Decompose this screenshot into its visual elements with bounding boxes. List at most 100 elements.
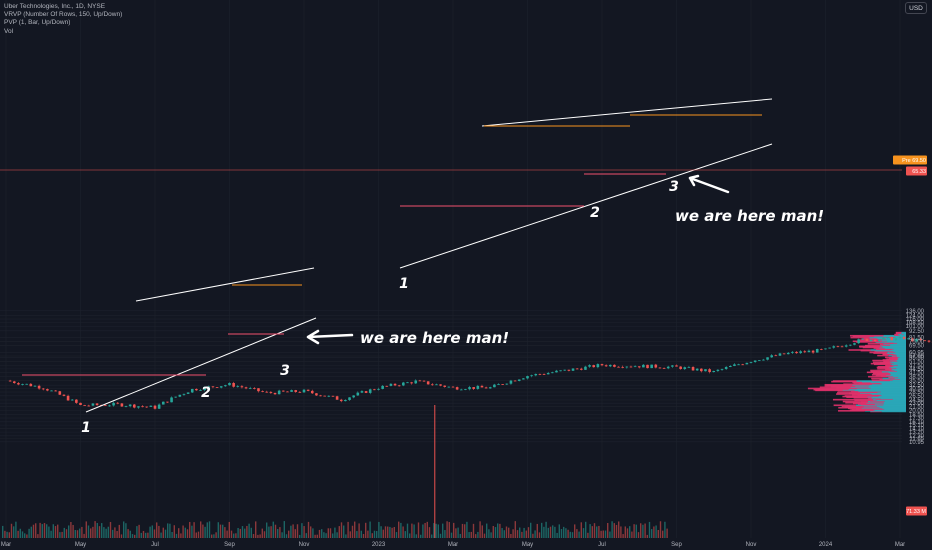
candle-body: [849, 344, 852, 346]
symbol-title[interactable]: Uber Technologies, Inc., 1D, NYSE: [4, 3, 106, 10]
volume-bar: [525, 530, 527, 538]
volume-bar: [140, 532, 142, 538]
profile-down: [852, 340, 882, 343]
candle-body: [406, 382, 409, 384]
volume-bar: [519, 527, 521, 538]
time-axis[interactable]: Mar May Jul Sep Nov 2023 Mar May Jul Sep Nov 2024 Ma…: [1, 542, 932, 548]
volume-bar: [149, 526, 151, 538]
volume-bar: [365, 522, 367, 538]
volume-bar: [582, 528, 585, 538]
volume-bar: [169, 523, 171, 538]
price-tick-label: 44.50: [909, 367, 925, 373]
volume-bar: [492, 525, 494, 538]
volume-bar: [175, 533, 178, 538]
volume-bar: [239, 528, 241, 538]
volume-bar: [607, 522, 609, 538]
candle-body: [157, 404, 161, 409]
volume-bar: [574, 524, 576, 538]
volume-bar: [615, 524, 618, 538]
volume-bar: [435, 523, 437, 538]
currency-button[interactable]: USD: [905, 2, 927, 14]
candle-body: [261, 391, 264, 392]
candle-body: [596, 364, 600, 368]
volume-bar: [105, 528, 107, 538]
volume-bar: [534, 530, 536, 538]
candle-body: [50, 390, 53, 392]
candle-body: [21, 383, 24, 385]
volume-bar: [92, 526, 94, 538]
candle-body: [443, 385, 447, 387]
indicator-pvp[interactable]: PVP (1, Bar, Up/Down): [4, 19, 71, 27]
volume-bar: [477, 531, 479, 538]
volume-bar: [261, 528, 263, 538]
volume-bar: [549, 526, 552, 538]
volume-bar: [235, 533, 237, 538]
price-tick-label: 18.50: [909, 413, 925, 419]
candle-body: [335, 396, 339, 400]
candle-body: [546, 373, 550, 375]
candle-body: [174, 396, 177, 398]
volume-bar: [272, 521, 274, 538]
volume-bar: [156, 522, 158, 538]
volume-bar: [118, 524, 120, 538]
profile-down: [877, 365, 892, 368]
volume-bar: [8, 532, 10, 538]
candle-body: [294, 390, 298, 392]
volume-bar: [604, 530, 607, 538]
indicator-vrvp[interactable]: VRVP (Number Of Rows, 150, Up/Down): [4, 11, 123, 19]
candle-body: [559, 370, 562, 372]
volume-bar: [356, 531, 358, 538]
candle-body: [791, 351, 794, 353]
volume-bar: [281, 532, 283, 538]
volume-bar: [103, 527, 105, 538]
volume-bar: [657, 530, 659, 538]
price-tick-label: 14.10: [909, 427, 925, 433]
volume-bar: [336, 532, 338, 538]
volume-bar: [54, 526, 57, 538]
volume-bar: [547, 527, 549, 538]
volume-bar: [569, 531, 571, 538]
candle-body: [385, 385, 389, 387]
volume-bar: [503, 530, 505, 538]
candle-body: [737, 364, 740, 366]
volume-bar: [277, 529, 279, 538]
volume-bar: [98, 526, 101, 538]
indicator-vol[interactable]: Vol: [4, 27, 14, 35]
candle-body: [919, 338, 922, 341]
volume-bar: [642, 524, 644, 538]
price-tick-label: 101.00: [906, 324, 925, 330]
candle-body: [824, 348, 827, 350]
volume-bar: [114, 527, 116, 538]
candle-body: [617, 366, 620, 368]
price-tick-label: 75.00: [909, 340, 925, 346]
candle-body: [915, 338, 918, 342]
volume-bar: [666, 528, 668, 538]
volume-bar: [153, 529, 156, 538]
candle-body: [741, 364, 745, 366]
volume-bar: [226, 530, 228, 538]
price-tag-bg: [906, 166, 927, 176]
volume-bar: [61, 531, 63, 538]
volume-bar: [305, 533, 307, 538]
time-tick-label: Sep: [671, 542, 682, 548]
volume-bar: [321, 529, 323, 538]
profile-down: [870, 369, 892, 372]
candle-body: [244, 387, 248, 389]
profile-down: [885, 364, 893, 367]
lower-trendline-2: [399, 143, 773, 269]
price-axis[interactable]: 136.00124.00116.00108.50101.0092.5081.50…: [906, 309, 925, 446]
profile-down: [807, 387, 857, 390]
candle-body: [79, 402, 82, 405]
candle-body: [493, 384, 496, 388]
volume-bar: [323, 532, 325, 538]
candle-body: [637, 366, 641, 368]
volume-bar: [162, 527, 164, 538]
volume-bar: [523, 527, 525, 538]
volume-bar: [530, 522, 532, 538]
volume-bar: [470, 531, 472, 538]
volume-bar: [411, 523, 413, 538]
volume-spike: [434, 405, 436, 538]
volume-bar: [299, 534, 301, 538]
candle-body: [662, 368, 666, 369]
